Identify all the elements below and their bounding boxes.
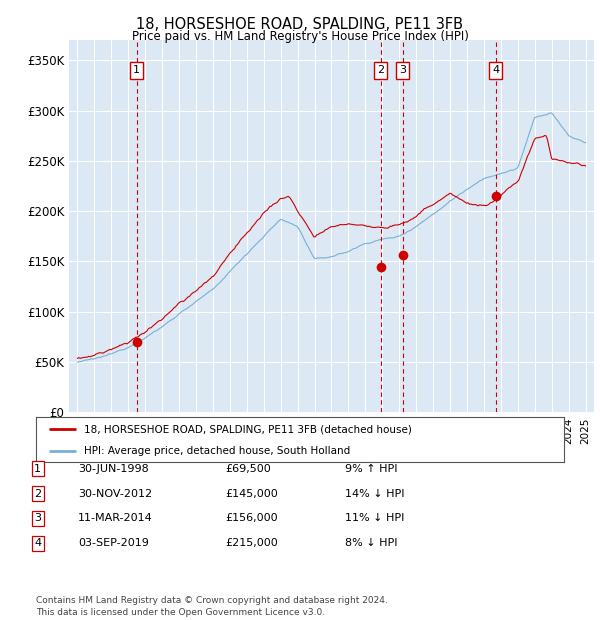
Text: 4: 4 (492, 66, 499, 76)
Text: 2: 2 (377, 66, 384, 76)
Text: Contains HM Land Registry data © Crown copyright and database right 2024.
This d: Contains HM Land Registry data © Crown c… (36, 596, 388, 617)
Text: 18, HORSESHOE ROAD, SPALDING, PE11 3FB (detached house): 18, HORSESHOE ROAD, SPALDING, PE11 3FB (… (83, 424, 412, 435)
Text: 11% ↓ HPI: 11% ↓ HPI (345, 513, 404, 523)
Text: 11-MAR-2014: 11-MAR-2014 (78, 513, 153, 523)
Text: Price paid vs. HM Land Registry's House Price Index (HPI): Price paid vs. HM Land Registry's House … (131, 30, 469, 43)
Text: 4: 4 (34, 538, 41, 548)
Text: HPI: Average price, detached house, South Holland: HPI: Average price, detached house, Sout… (83, 446, 350, 456)
Text: 18, HORSESHOE ROAD, SPALDING, PE11 3FB: 18, HORSESHOE ROAD, SPALDING, PE11 3FB (137, 17, 464, 32)
Text: £156,000: £156,000 (225, 513, 278, 523)
Text: 3: 3 (34, 513, 41, 523)
Text: 30-JUN-1998: 30-JUN-1998 (78, 464, 149, 474)
Text: 9% ↑ HPI: 9% ↑ HPI (345, 464, 398, 474)
Text: 8% ↓ HPI: 8% ↓ HPI (345, 538, 398, 548)
Text: 3: 3 (399, 66, 406, 76)
Text: 1: 1 (133, 66, 140, 76)
Text: 30-NOV-2012: 30-NOV-2012 (78, 489, 152, 498)
Text: 2: 2 (34, 489, 41, 498)
Text: 03-SEP-2019: 03-SEP-2019 (78, 538, 149, 548)
Text: 1: 1 (34, 464, 41, 474)
Text: £145,000: £145,000 (225, 489, 278, 498)
Text: £69,500: £69,500 (225, 464, 271, 474)
Text: £215,000: £215,000 (225, 538, 278, 548)
Text: 14% ↓ HPI: 14% ↓ HPI (345, 489, 404, 498)
